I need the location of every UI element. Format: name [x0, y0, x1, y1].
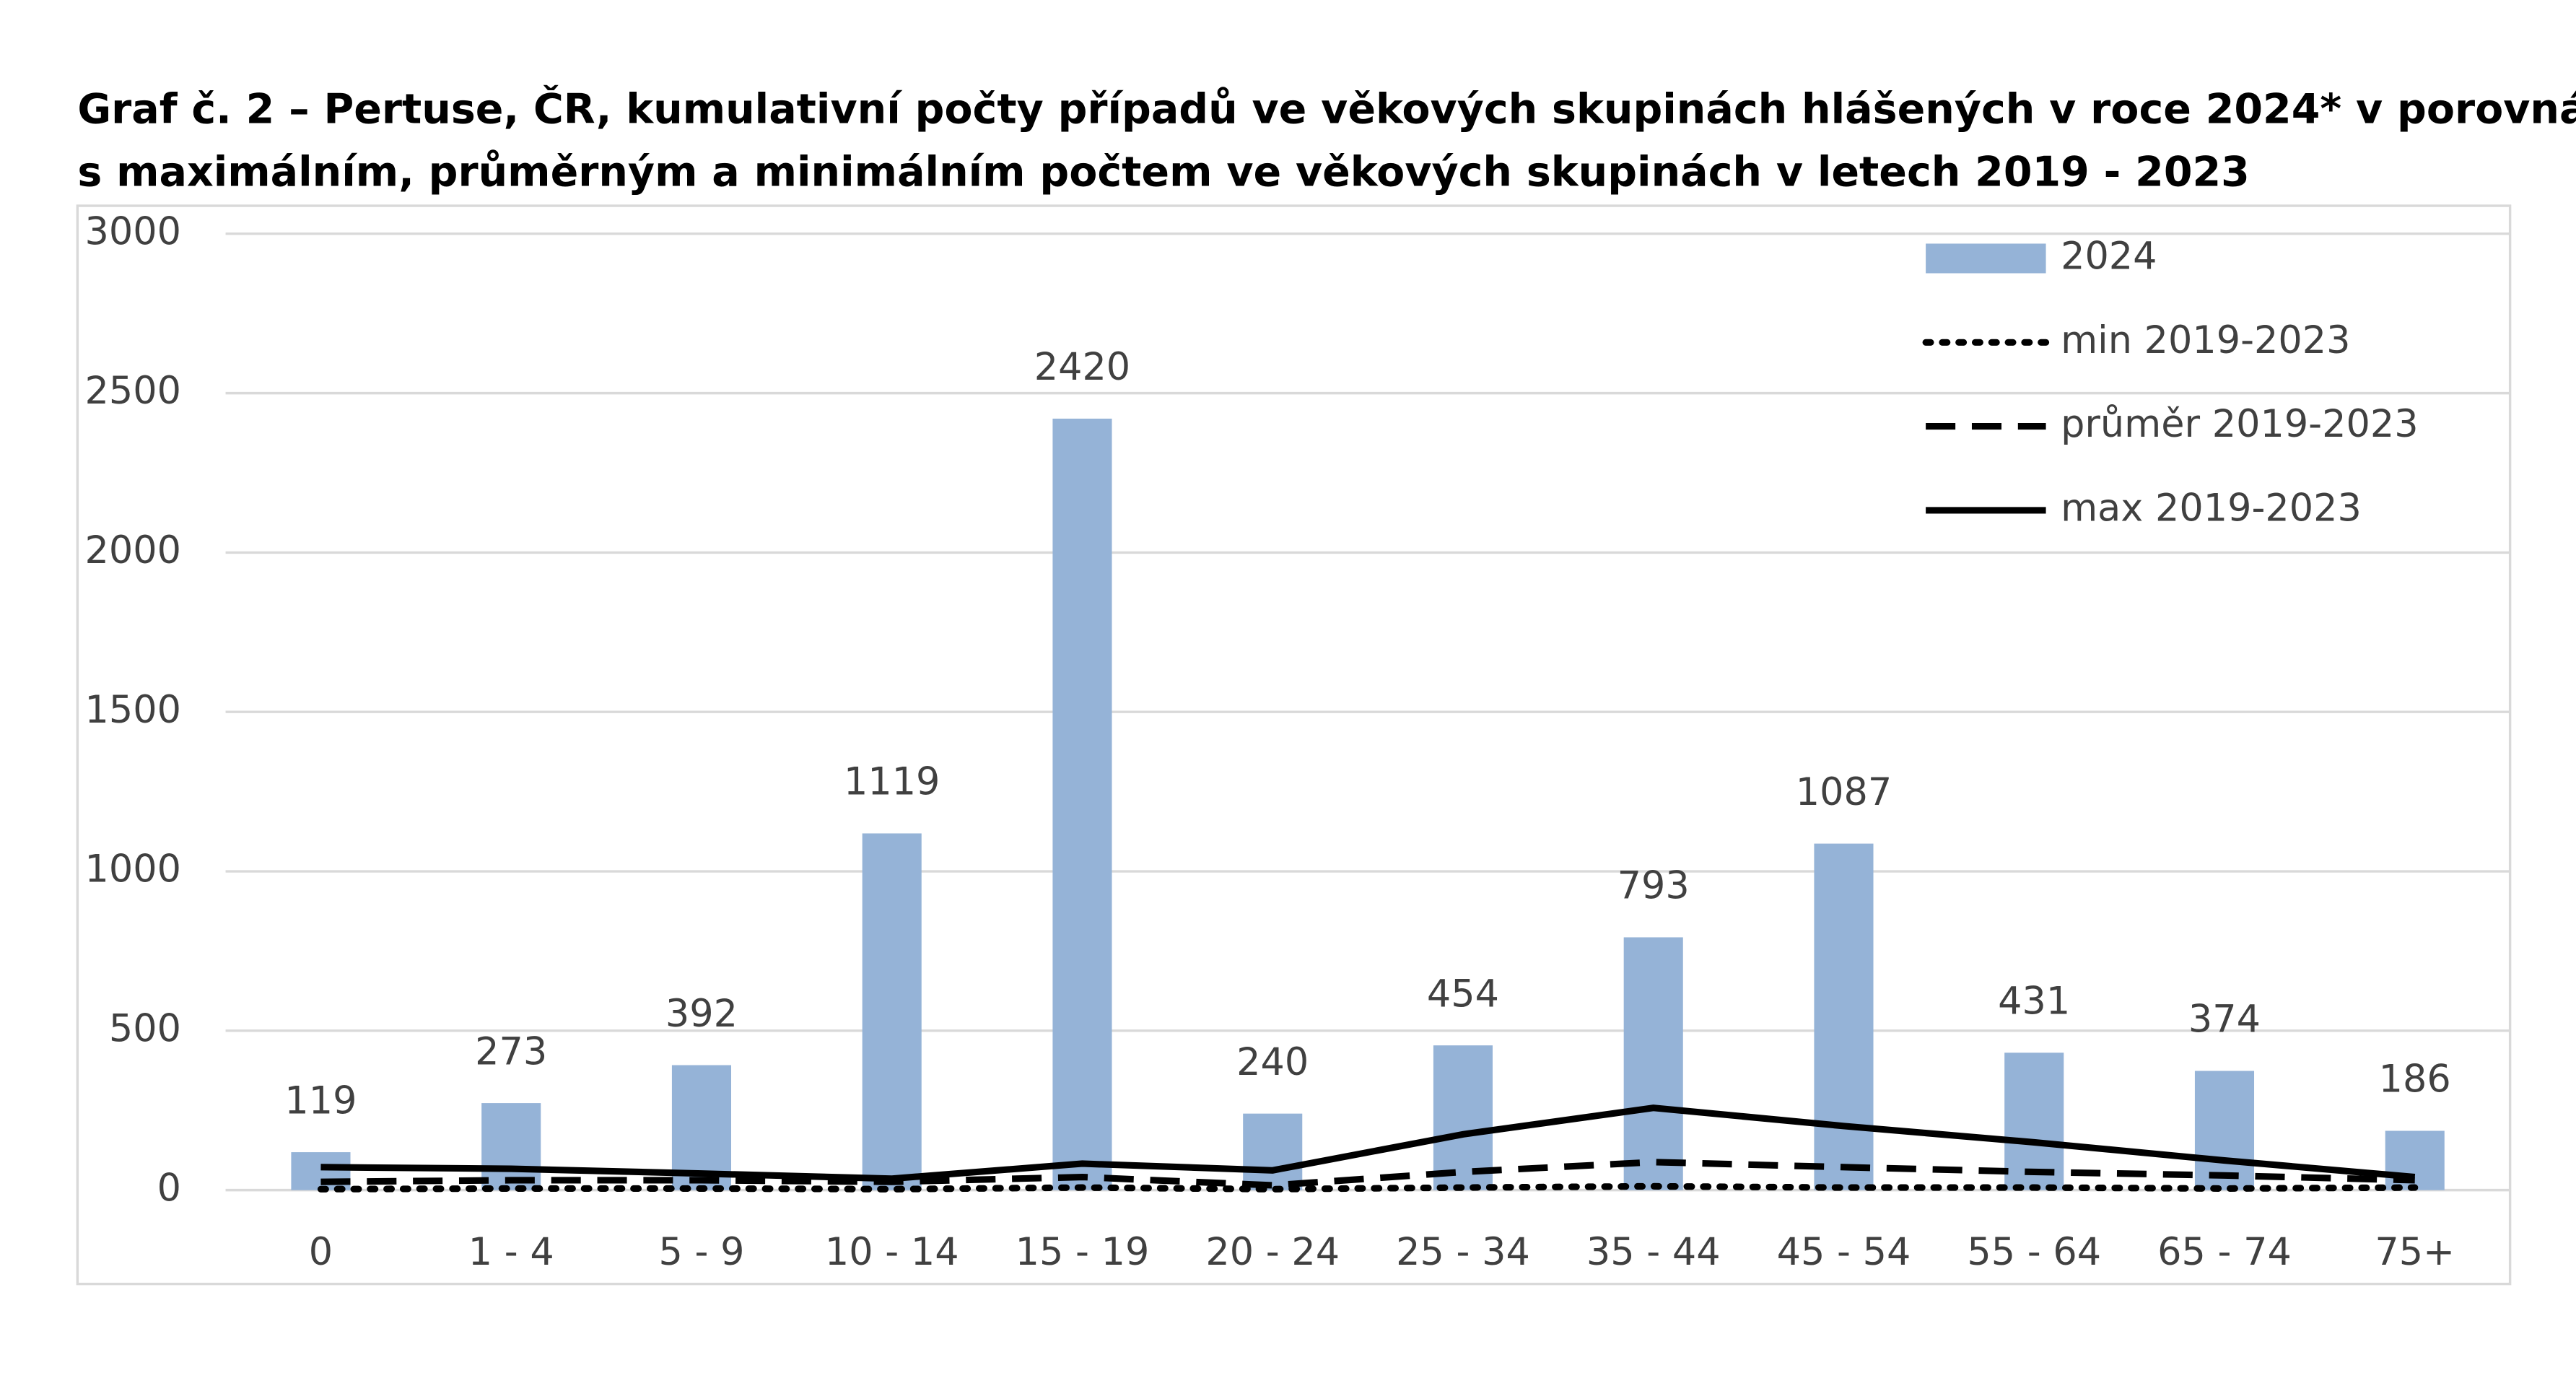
- data-label: 1119: [844, 760, 940, 804]
- x-tick-label: 15 - 19: [1016, 1230, 1150, 1274]
- y-tick-label: 0: [157, 1166, 181, 1210]
- bar: [1052, 418, 1112, 1190]
- x-tick-label: 10 - 14: [825, 1230, 959, 1274]
- bar: [862, 833, 922, 1190]
- bar: [2004, 1052, 2064, 1190]
- legend-label: min 2019-2023: [2061, 318, 2350, 362]
- x-tick-label: 20 - 24: [1205, 1230, 1340, 1274]
- data-label: 454: [1427, 972, 1499, 1016]
- data-label: 119: [284, 1078, 357, 1123]
- chart-title: s maximálním, průměrným a minimálním poč…: [77, 148, 2249, 196]
- legend-label: 2024: [2061, 235, 2157, 279]
- bar: [671, 1065, 732, 1190]
- bar: [1243, 1113, 1303, 1190]
- x-tick-label: 55 - 64: [1967, 1230, 2101, 1274]
- data-label: 793: [1617, 864, 1690, 908]
- x-tick-label: 1 - 4: [468, 1230, 554, 1274]
- data-label: 1087: [1796, 770, 1892, 814]
- chart-title: Graf č. 2 – Pertuse, ČR, kumulativní poč…: [77, 84, 2576, 134]
- data-label: 431: [1998, 980, 2070, 1024]
- data-label: 186: [2379, 1058, 2451, 1102]
- data-label: 374: [2188, 998, 2261, 1042]
- bar: [481, 1103, 541, 1190]
- legend-label: průměr 2019-2023: [2061, 402, 2418, 446]
- data-label: 273: [475, 1029, 547, 1073]
- data-label: 240: [1236, 1040, 1309, 1084]
- chart-frame: [76, 204, 2512, 1286]
- y-tick-label: 1500: [85, 688, 181, 732]
- line-series: [320, 1104, 2416, 1182]
- legend-swatch: [1926, 243, 2046, 274]
- x-tick-label: 5 - 9: [658, 1230, 744, 1274]
- data-label: 392: [665, 992, 738, 1036]
- line-series: [320, 1159, 2415, 1189]
- x-tick-label: 0: [309, 1230, 333, 1274]
- y-tick-label: 500: [109, 1006, 181, 1050]
- line-series: [317, 1182, 2419, 1193]
- bar: [2194, 1071, 2255, 1190]
- x-tick-label: 75+: [2375, 1230, 2455, 1274]
- data-label: 2420: [1034, 345, 1130, 389]
- y-tick-label: 3000: [85, 209, 181, 253]
- x-tick-label: 65 - 74: [2157, 1230, 2292, 1274]
- y-tick-label: 2500: [85, 369, 181, 413]
- bar: [1433, 1045, 1493, 1190]
- legend-label: max 2019-2023: [2061, 487, 2362, 531]
- y-tick-label: 2000: [85, 528, 181, 572]
- bar: [1814, 843, 1874, 1190]
- bar: [1623, 937, 1683, 1190]
- x-tick-label: 25 - 34: [1396, 1230, 1530, 1274]
- y-tick-label: 1000: [85, 847, 181, 892]
- x-tick-label: 35 - 44: [1586, 1230, 1721, 1274]
- x-tick-label: 45 - 54: [1777, 1230, 1911, 1274]
